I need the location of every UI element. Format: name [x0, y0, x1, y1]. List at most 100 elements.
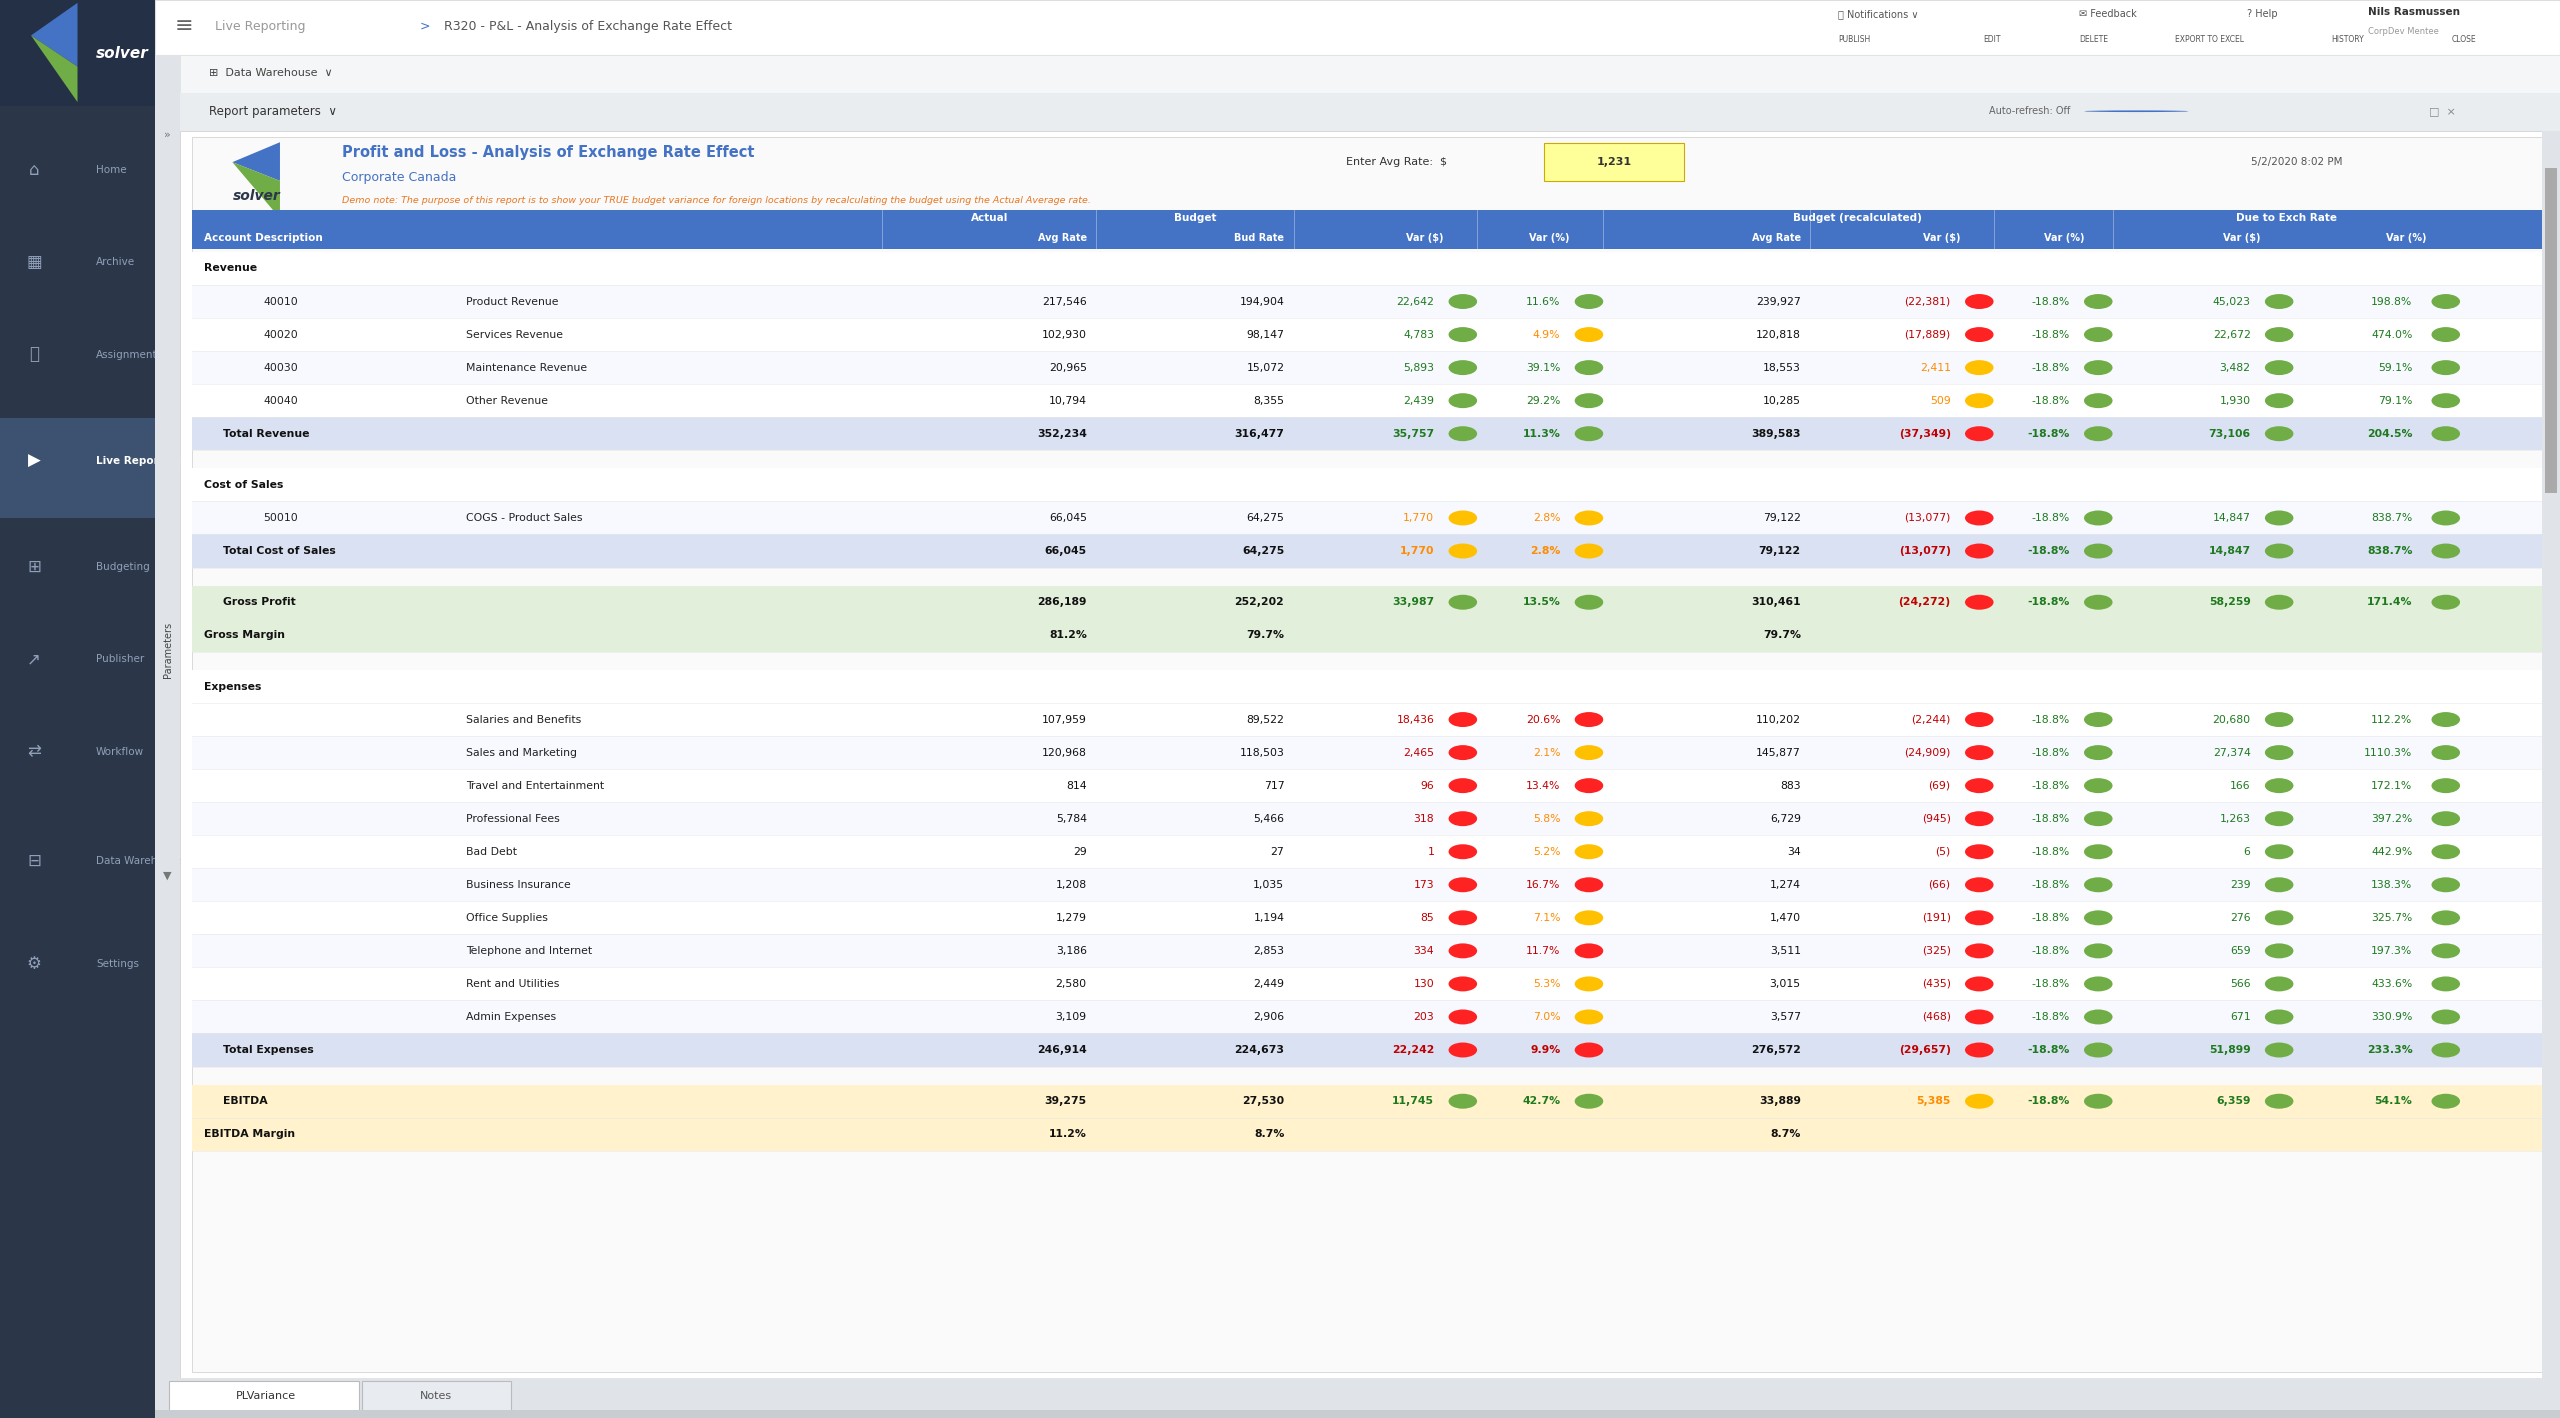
Circle shape	[2432, 393, 2460, 408]
Text: (945): (945)	[1923, 814, 1951, 824]
Text: -18.8%: -18.8%	[2033, 513, 2068, 523]
Circle shape	[2084, 712, 2112, 727]
Text: -18.8%: -18.8%	[2033, 396, 2068, 406]
Text: 13.5%: 13.5%	[1523, 597, 1562, 607]
Circle shape	[1574, 744, 1603, 760]
Circle shape	[2266, 1093, 2294, 1109]
Polygon shape	[31, 3, 77, 67]
Text: 1,263: 1,263	[2220, 814, 2250, 824]
Text: 1,930: 1,930	[2220, 396, 2250, 406]
Circle shape	[1449, 543, 1477, 559]
Text: ⊞: ⊞	[28, 559, 41, 576]
Text: 79,122: 79,122	[1759, 546, 1800, 556]
FancyBboxPatch shape	[192, 769, 2542, 803]
Circle shape	[1966, 594, 1994, 610]
Text: Assignments: Assignments	[97, 349, 164, 360]
Text: 1,274: 1,274	[1769, 879, 1800, 889]
Text: 40040: 40040	[264, 396, 297, 406]
FancyBboxPatch shape	[192, 586, 2542, 618]
FancyBboxPatch shape	[179, 130, 2560, 1378]
Text: 5,893: 5,893	[1403, 363, 1434, 373]
Text: 8.7%: 8.7%	[1772, 1129, 1800, 1139]
Text: -18.8%: -18.8%	[2033, 946, 2068, 956]
FancyBboxPatch shape	[192, 736, 2542, 769]
Circle shape	[1574, 977, 1603, 991]
FancyBboxPatch shape	[156, 55, 179, 1378]
Text: -18.8%: -18.8%	[2033, 978, 2068, 988]
Text: -18.8%: -18.8%	[2033, 329, 2068, 339]
Text: 2,439: 2,439	[1403, 396, 1434, 406]
Text: 45,023: 45,023	[2212, 296, 2250, 306]
FancyBboxPatch shape	[192, 1034, 2542, 1066]
Circle shape	[1574, 943, 1603, 959]
FancyBboxPatch shape	[192, 1085, 2542, 1117]
Text: COGS - Product Sales: COGS - Product Sales	[466, 513, 581, 523]
Text: 9.9%: 9.9%	[1531, 1045, 1562, 1055]
Text: (37,349): (37,349)	[1900, 428, 1951, 438]
Text: -18.8%: -18.8%	[2033, 913, 2068, 923]
Text: 11,745: 11,745	[1393, 1096, 1434, 1106]
Circle shape	[2432, 878, 2460, 892]
Circle shape	[2266, 543, 2294, 559]
Circle shape	[2266, 712, 2294, 727]
Text: 107,959: 107,959	[1042, 715, 1088, 725]
Circle shape	[2266, 510, 2294, 526]
Circle shape	[2266, 1010, 2294, 1024]
Text: Profit and Loss - Analysis of Exchange Rate Effect: Profit and Loss - Analysis of Exchange R…	[343, 145, 755, 160]
FancyBboxPatch shape	[2542, 130, 2560, 1378]
Text: 10,794: 10,794	[1050, 396, 1088, 406]
Text: 39,275: 39,275	[1044, 1096, 1088, 1106]
Text: 5.3%: 5.3%	[1533, 978, 1562, 988]
Text: -18.8%: -18.8%	[2033, 363, 2068, 373]
Text: 442.9%: 442.9%	[2371, 847, 2412, 856]
Text: Report parameters  ∨: Report parameters ∨	[207, 105, 335, 118]
Text: 1,035: 1,035	[1254, 879, 1285, 889]
Text: 🔔 Notifications ∨: 🔔 Notifications ∨	[1838, 9, 1920, 18]
Text: 7.1%: 7.1%	[1533, 913, 1562, 923]
Text: 389,583: 389,583	[1751, 428, 1800, 438]
Text: (191): (191)	[1923, 913, 1951, 923]
Text: Var (%): Var (%)	[1528, 233, 1569, 244]
Text: 18,553: 18,553	[1764, 363, 1800, 373]
Circle shape	[2432, 294, 2460, 309]
Circle shape	[1966, 811, 1994, 827]
Text: Home: Home	[97, 164, 128, 176]
Text: 325.7%: 325.7%	[2371, 913, 2412, 923]
Text: Bud Rate: Bud Rate	[1234, 233, 1285, 244]
Text: 671: 671	[2230, 1012, 2250, 1022]
Circle shape	[2432, 744, 2460, 760]
Text: -18.8%: -18.8%	[2033, 715, 2068, 725]
Text: 838.7%: 838.7%	[2368, 546, 2412, 556]
Text: Corporate Canada: Corporate Canada	[343, 170, 456, 184]
Text: ↗: ↗	[28, 651, 41, 668]
Text: 433.6%: 433.6%	[2371, 978, 2412, 988]
Text: Auto-refresh: Off: Auto-refresh: Off	[1989, 106, 2071, 116]
Text: Maintenance Revenue: Maintenance Revenue	[466, 363, 586, 373]
Text: 20,680: 20,680	[2212, 715, 2250, 725]
Text: -18.8%: -18.8%	[2028, 597, 2068, 607]
Text: (5): (5)	[1935, 847, 1951, 856]
Text: -18.8%: -18.8%	[2033, 781, 2068, 791]
Text: 79.7%: 79.7%	[1247, 630, 1285, 641]
Polygon shape	[233, 162, 279, 218]
Text: 6,729: 6,729	[1769, 814, 1800, 824]
Polygon shape	[233, 142, 279, 182]
Text: -18.8%: -18.8%	[2033, 847, 2068, 856]
Circle shape	[2432, 811, 2460, 827]
Text: 2.8%: 2.8%	[1531, 546, 1562, 556]
Text: 659: 659	[2230, 946, 2250, 956]
FancyBboxPatch shape	[192, 468, 2542, 502]
Text: Sales and Marketing: Sales and Marketing	[466, 747, 576, 757]
Text: 33,987: 33,987	[1393, 597, 1434, 607]
Circle shape	[2432, 778, 2460, 793]
Text: 79,122: 79,122	[1764, 513, 1800, 523]
Text: 1,231: 1,231	[1597, 157, 1631, 167]
Text: 14,847: 14,847	[2212, 513, 2250, 523]
Text: solver: solver	[97, 47, 148, 61]
Text: Parameters: Parameters	[161, 623, 172, 678]
Text: 51,899: 51,899	[2209, 1045, 2250, 1055]
Text: 7.0%: 7.0%	[1533, 1012, 1562, 1022]
Circle shape	[2084, 744, 2112, 760]
Circle shape	[2266, 393, 2294, 408]
Circle shape	[2084, 878, 2112, 892]
